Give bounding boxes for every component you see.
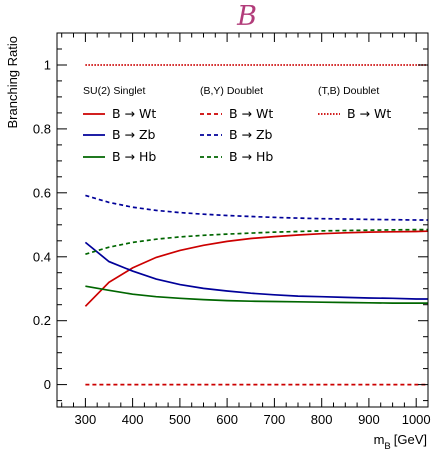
plot-frame [56,32,429,408]
x-tick-label: 400 [122,412,144,427]
y-tick-label: 0.2 [33,313,51,328]
legend-label-0: B → Wt [112,106,156,121]
x-tick-label: 500 [169,412,191,427]
y-tick-label: 1 [44,57,51,72]
legend-label-3: B → Wt [229,106,273,121]
x-axis-label: mB [GeV] [374,432,427,452]
series-line-0 [84,230,429,307]
x-tick-label: 1000 [402,412,431,427]
x-tick-label: 300 [75,412,97,427]
legend-label-5: B → Hb [229,149,273,164]
x-tick-label: 900 [358,412,380,427]
x-axis-label-sub: B [384,441,390,452]
legend-group-header-0: SU(2) Singlet [83,85,146,97]
x-tick-label: 600 [216,412,238,427]
x-axis-label-unit: [GeV] [394,432,427,447]
chart-title: B [236,1,257,32]
legend-group-header-2: (T,B) Doublet [318,85,379,97]
series-line-4 [85,194,428,221]
tick-labels: 300 400 500 600 700 800 900 1000 0 0.2 0.4 0.6 0.8 1 [33,57,431,427]
y-axis-label: Branching Ratio [5,36,20,129]
legend-label-6: B → Wt [347,106,391,121]
series-line-2 [85,285,428,304]
axes [56,32,429,408]
legend: SU(2) Singlet (B,Y) Doublet (T,B) Doublet B… [83,85,391,164]
legend-group-header-1: (B,Y) Doublet [200,85,263,97]
series-line-1 [84,241,428,300]
y-tick-label: 0.6 [33,185,51,200]
legend-label-1: B → Zb [112,127,156,142]
y-tick-label: 0.4 [33,249,51,264]
x-tick-label: 800 [311,412,333,427]
y-tick-label: 0.8 [33,121,51,136]
legend-label-4: B → Zb [229,127,273,142]
x-axis-label-main: m [374,432,385,447]
x-tick-label: 700 [264,412,286,427]
y-tick-label: 0 [44,377,51,392]
legend-label-2: B → Hb [112,149,156,164]
series-line-5 [85,228,428,256]
series-lines [84,64,429,386]
